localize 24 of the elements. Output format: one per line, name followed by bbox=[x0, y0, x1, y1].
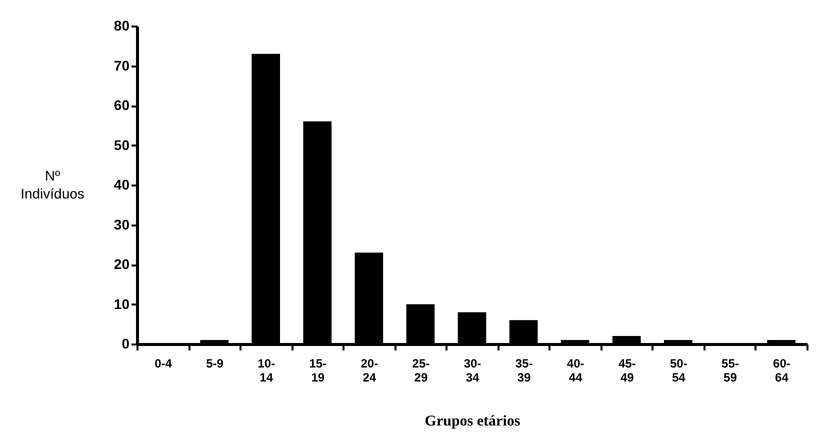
x-tick-label: 5-9 bbox=[206, 356, 224, 370]
x-tick-label: 40-44 bbox=[566, 356, 584, 384]
x-tick-label: 25-29 bbox=[412, 356, 430, 384]
y-tick-label: 60 bbox=[114, 97, 130, 113]
y-tick-label: 20 bbox=[114, 256, 130, 272]
y-tick-label: 70 bbox=[114, 57, 130, 74]
x-axis-title: Grupos etários bbox=[424, 414, 520, 430]
y-axis-title: Nº Indivíduos bbox=[20, 168, 84, 202]
x-tick-label: 55-59 bbox=[722, 356, 739, 384]
x-tick-label: 15-19 bbox=[309, 356, 327, 384]
x-tick-label: 20-24 bbox=[360, 356, 378, 384]
x-tick-label: 50-54 bbox=[670, 356, 688, 384]
y-tick-label: 80 bbox=[114, 18, 130, 34]
y-tick-label: 50 bbox=[114, 136, 130, 153]
x-tick-label: 30-34 bbox=[464, 356, 482, 384]
y-tick-label: 0 bbox=[122, 336, 130, 352]
y-tick-label: 10 bbox=[114, 296, 130, 312]
x-tick-label: 35-39 bbox=[515, 356, 533, 384]
x-tick-label: 0-4 bbox=[154, 356, 172, 370]
x-tick-label: 60-64 bbox=[773, 356, 790, 384]
x-tick-label: 45-49 bbox=[618, 356, 636, 384]
y-tick-label: 40 bbox=[114, 176, 130, 192]
y-tick-label: 30 bbox=[114, 216, 130, 232]
x-tick-label: 10-14 bbox=[258, 356, 276, 384]
